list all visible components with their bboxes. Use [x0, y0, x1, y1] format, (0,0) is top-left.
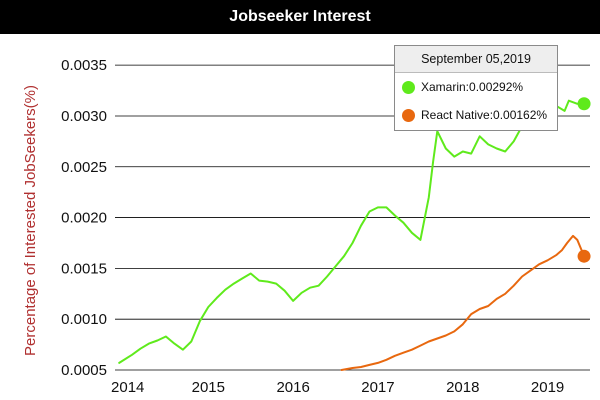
y-tick-label: 0.0020: [61, 210, 107, 227]
tooltip-row-xamarin: Xamarin:0.00292%: [395, 73, 557, 101]
tooltip-label-xamarin: Xamarin:0.00292%: [421, 80, 524, 94]
x-tick-label: 2019: [531, 379, 564, 396]
xamarin-dot-icon: [402, 80, 415, 94]
x-tick-label: 2017: [361, 379, 394, 396]
y-tick-label: 0.0015: [61, 260, 107, 277]
hover-tooltip: September 05,2019 Xamarin:0.00292% React…: [394, 45, 558, 131]
tooltip-label-react-native: React Native:0.00162%: [421, 108, 548, 122]
chart-title-bar: Jobseeker Interest: [0, 0, 600, 34]
chart-title: Jobseeker Interest: [229, 8, 371, 25]
y-tick-label: 0.0010: [61, 311, 107, 328]
y-axis-title: Percentage of Interested JobSeekers(%): [22, 85, 39, 356]
y-tick-label: 0.0030: [61, 108, 107, 125]
x-tick-label: 2015: [192, 379, 225, 396]
series-line-xamarin: [118, 99, 586, 364]
y-tick-label: 0.0035: [61, 57, 107, 74]
series-line-react-native: [340, 234, 586, 371]
series-end-marker-xamarin[interactable]: [577, 97, 591, 111]
x-tick-label: 2014: [111, 379, 144, 396]
x-tick-label: 2018: [446, 379, 479, 396]
tooltip-date: September 05,2019: [395, 46, 557, 73]
series-end-marker-react-native[interactable]: [577, 249, 591, 263]
x-tick-label: 2016: [276, 379, 309, 396]
y-tick-label: 0.0025: [61, 159, 107, 176]
tooltip-row-react-native: React Native:0.00162%: [395, 101, 557, 129]
y-tick-label: 0.0005: [61, 362, 107, 379]
react-native-dot-icon: [402, 108, 415, 122]
